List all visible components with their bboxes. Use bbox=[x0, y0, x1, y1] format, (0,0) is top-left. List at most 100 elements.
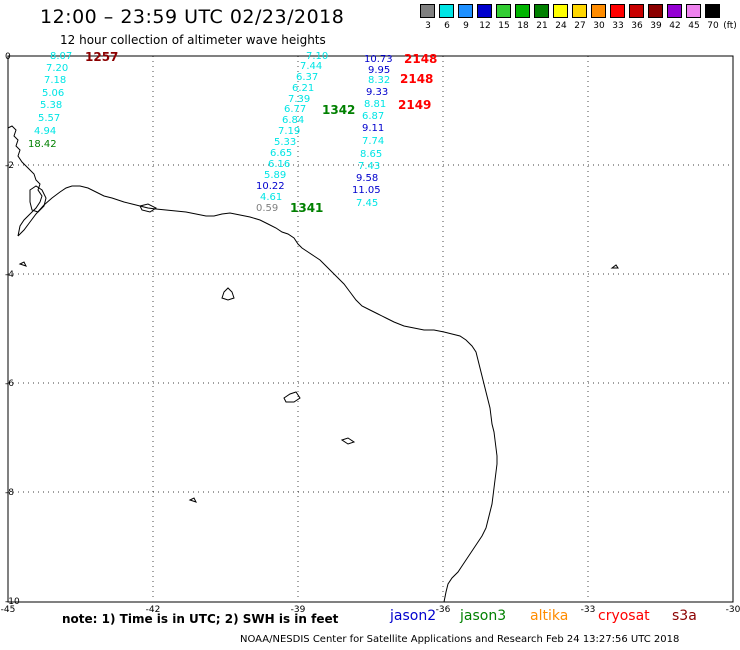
wave-height-value: 11.05 bbox=[352, 185, 381, 196]
island-small-1 bbox=[221, 287, 235, 301]
wave-height-value: 8.07 bbox=[50, 51, 73, 62]
legend-label-42: 42 bbox=[669, 21, 681, 31]
axis-ticks: -45 -42 -39 -36 -33 -30 0 -2 -4 -6 -8 -10 bbox=[1, 52, 740, 615]
island-small-4 bbox=[610, 264, 619, 269]
credit-footer: NOAA/NESDIS Center for Satellite Applica… bbox=[240, 634, 680, 645]
wave-height-value: 9.95 bbox=[368, 65, 391, 76]
wave-height-value: 4.94 bbox=[34, 126, 57, 137]
wave-height-value: 5.57 bbox=[38, 113, 61, 124]
legend-label-70: 70 bbox=[707, 21, 719, 31]
wave-height-value: 7.19 bbox=[278, 126, 301, 137]
legend-swatch-30 bbox=[591, 4, 606, 18]
legend-label-27: 27 bbox=[574, 21, 586, 31]
legend-label-30: 30 bbox=[593, 21, 605, 31]
wave-height-value: 6.21 bbox=[292, 83, 315, 94]
island-small-5 bbox=[18, 261, 27, 267]
legend-swatch-70 bbox=[705, 4, 720, 18]
wave-height-value: 9.58 bbox=[356, 173, 379, 184]
legend-swatch-33 bbox=[610, 4, 625, 18]
wave-height-value: 6.84 bbox=[282, 115, 305, 126]
wave-height-value: 5.89 bbox=[264, 170, 287, 181]
x-tick-label: -30 bbox=[726, 605, 740, 615]
legend-label-21: 21 bbox=[536, 21, 548, 31]
legend-label-33: 33 bbox=[612, 21, 624, 31]
wave-height-value: 7.18 bbox=[44, 75, 67, 86]
y-tick-label: -10 bbox=[5, 597, 20, 607]
y-tick-label: 0 bbox=[5, 52, 11, 62]
wave-height-value: 6.65 bbox=[270, 148, 293, 159]
wave-height-value: 7.39 bbox=[288, 94, 311, 105]
legend-label-3: 3 bbox=[425, 21, 431, 31]
legend-label-18: 18 bbox=[517, 21, 529, 31]
pass-time-label: 1257 bbox=[85, 50, 119, 64]
wave-height-value: 5.38 bbox=[40, 100, 63, 111]
island-marajo bbox=[29, 185, 47, 213]
legend-unit: (ft) bbox=[723, 21, 737, 31]
wave-height-value: 6.16 bbox=[268, 159, 291, 170]
pass-time-label: 2148 bbox=[404, 52, 438, 66]
legend-label-9: 9 bbox=[463, 21, 469, 31]
legend-label-12: 12 bbox=[479, 21, 491, 31]
satellite-s3a: s3a bbox=[672, 608, 697, 624]
satellite-jason3: jason3 bbox=[460, 608, 507, 624]
y-tick-label: -2 bbox=[5, 161, 14, 171]
island-small-6 bbox=[188, 497, 197, 503]
legend-label-24: 24 bbox=[555, 21, 567, 31]
legend-swatch-18 bbox=[515, 4, 530, 18]
wave-height-value: 6.87 bbox=[362, 111, 385, 122]
satellite-jason2: jason2 bbox=[390, 608, 437, 624]
legend-swatch-6 bbox=[439, 4, 454, 18]
island-small-7 bbox=[139, 203, 157, 213]
wave-height-value: 7.45 bbox=[356, 198, 379, 209]
wave-height-value: 8.81 bbox=[364, 99, 387, 110]
wave-height-value: 4.61 bbox=[260, 192, 283, 203]
wave-height-value: 8.65 bbox=[360, 149, 383, 160]
pass-time-label: 2149 bbox=[398, 98, 432, 112]
wave-height-value: 9.11 bbox=[362, 123, 385, 134]
y-tick-label: -8 bbox=[5, 488, 14, 498]
satellite-cryosat: cryosat bbox=[598, 608, 650, 624]
wave-height-value: 9.33 bbox=[366, 87, 389, 98]
legend-swatch-12 bbox=[477, 4, 492, 18]
wave-height-value: 0.59 bbox=[256, 203, 279, 214]
legend-swatch-39 bbox=[648, 4, 663, 18]
wave-height-value: 10.22 bbox=[256, 181, 285, 192]
units-note: note: 1) Time is in UTC; 2) SWH is in fe… bbox=[62, 612, 339, 626]
wave-height-value: 7.44 bbox=[300, 61, 323, 72]
legend-swatch-24 bbox=[553, 4, 568, 18]
lat-lon-grid bbox=[8, 56, 733, 601]
wave-height-value: 6.77 bbox=[284, 104, 307, 115]
wave-height-value: 5.06 bbox=[42, 88, 65, 99]
island-small-2 bbox=[283, 391, 301, 403]
legend-swatch-3 bbox=[420, 4, 435, 18]
coastline-northwest bbox=[7, 125, 43, 237]
x-tick-label: -33 bbox=[581, 605, 596, 615]
map-frame bbox=[7, 55, 734, 603]
pass-time-label: 1342 bbox=[322, 103, 356, 117]
x-tick-label: -42 bbox=[146, 605, 161, 615]
map-title: 12:00 – 23:59 UTC 02/23/2018 bbox=[40, 6, 345, 28]
map-subtitle: 12 hour collection of altimeter wave hei… bbox=[60, 33, 326, 47]
coastline-brazil bbox=[17, 185, 498, 603]
legend-swatch-27 bbox=[572, 4, 587, 18]
legend-swatch-45 bbox=[686, 4, 701, 18]
pass-time-label: 2148 bbox=[400, 72, 434, 86]
legend-swatch-21 bbox=[534, 4, 549, 18]
wave-height-value: 7.10 bbox=[306, 51, 329, 62]
wave-height-value: 5.33 bbox=[274, 137, 297, 148]
wave-height-value: 7.74 bbox=[362, 136, 385, 147]
legend-swatch-36 bbox=[629, 4, 644, 18]
legend-label-15: 15 bbox=[498, 21, 510, 31]
legend-label-39: 39 bbox=[650, 21, 662, 31]
x-tick-label: -39 bbox=[291, 605, 306, 615]
legend-swatch-15 bbox=[496, 4, 511, 18]
x-tick-label: -36 bbox=[436, 605, 451, 615]
x-tick-label: -45 bbox=[1, 605, 16, 615]
legend-swatch-42 bbox=[667, 4, 682, 18]
legend-label-45: 45 bbox=[688, 21, 700, 31]
wave-height-value: 18.42 bbox=[28, 139, 57, 150]
pass-time-label: 1341 bbox=[290, 201, 324, 215]
y-tick-label: -4 bbox=[5, 270, 14, 280]
satellite-altika: altika bbox=[530, 608, 569, 624]
